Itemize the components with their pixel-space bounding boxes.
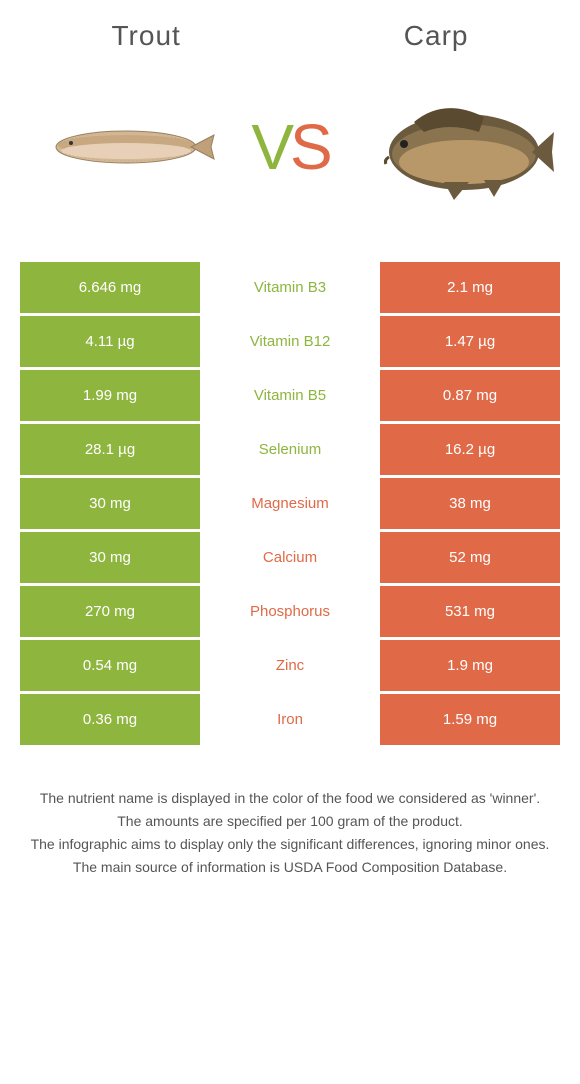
left-value: 0.54 mg <box>20 640 200 691</box>
table-row: 0.54 mgZinc1.9 mg <box>20 640 560 694</box>
footer-line-4: The main source of information is USDA F… <box>20 857 560 878</box>
trout-image <box>0 117 251 177</box>
left-value: 28.1 µg <box>20 424 200 475</box>
left-value: 6.646 mg <box>20 262 200 313</box>
vs-v: V <box>251 111 290 183</box>
header: Trout Carp <box>0 0 580 62</box>
table-row: 4.11 µgVitamin B121.47 µg <box>20 316 560 370</box>
footer-notes: The nutrient name is displayed in the co… <box>0 748 580 900</box>
left-value: 30 mg <box>20 532 200 583</box>
right-value: 38 mg <box>380 478 560 529</box>
vs-s: S <box>290 111 329 183</box>
left-value: 0.36 mg <box>20 694 200 745</box>
table-row: 28.1 µgSelenium16.2 µg <box>20 424 560 478</box>
right-value: 52 mg <box>380 532 560 583</box>
right-value: 1.47 µg <box>380 316 560 367</box>
nutrient-name: Vitamin B3 <box>200 262 380 313</box>
table-row: 270 mgPhosphorus531 mg <box>20 586 560 640</box>
table-row: 1.99 mgVitamin B50.87 mg <box>20 370 560 424</box>
right-food-title: Carp <box>404 20 469 52</box>
nutrient-name: Selenium <box>200 424 380 475</box>
nutrient-name: Iron <box>200 694 380 745</box>
table-row: 0.36 mgIron1.59 mg <box>20 694 560 748</box>
left-value: 4.11 µg <box>20 316 200 367</box>
images-row: VS <box>0 62 580 262</box>
right-value: 1.9 mg <box>380 640 560 691</box>
nutrient-table: 6.646 mgVitamin B32.1 mg4.11 µgVitamin B… <box>20 262 560 748</box>
right-value: 0.87 mg <box>380 370 560 421</box>
left-value: 1.99 mg <box>20 370 200 421</box>
carp-image <box>329 82 580 212</box>
nutrient-name: Zinc <box>200 640 380 691</box>
table-row: 30 mgCalcium52 mg <box>20 532 560 586</box>
right-value: 531 mg <box>380 586 560 637</box>
nutrient-name: Magnesium <box>200 478 380 529</box>
right-value: 1.59 mg <box>380 694 560 745</box>
nutrient-name: Vitamin B12 <box>200 316 380 367</box>
right-value: 16.2 µg <box>380 424 560 475</box>
table-row: 6.646 mgVitamin B32.1 mg <box>20 262 560 316</box>
vs-label: VS <box>251 110 328 184</box>
nutrient-name: Phosphorus <box>200 586 380 637</box>
nutrient-name: Vitamin B5 <box>200 370 380 421</box>
right-value: 2.1 mg <box>380 262 560 313</box>
nutrient-name: Calcium <box>200 532 380 583</box>
footer-line-2: The amounts are specified per 100 gram o… <box>20 811 560 832</box>
footer-line-1: The nutrient name is displayed in the co… <box>20 788 560 809</box>
left-food-title: Trout <box>111 20 180 52</box>
footer-line-3: The infographic aims to display only the… <box>20 834 560 855</box>
left-value: 270 mg <box>20 586 200 637</box>
table-row: 30 mgMagnesium38 mg <box>20 478 560 532</box>
left-value: 30 mg <box>20 478 200 529</box>
